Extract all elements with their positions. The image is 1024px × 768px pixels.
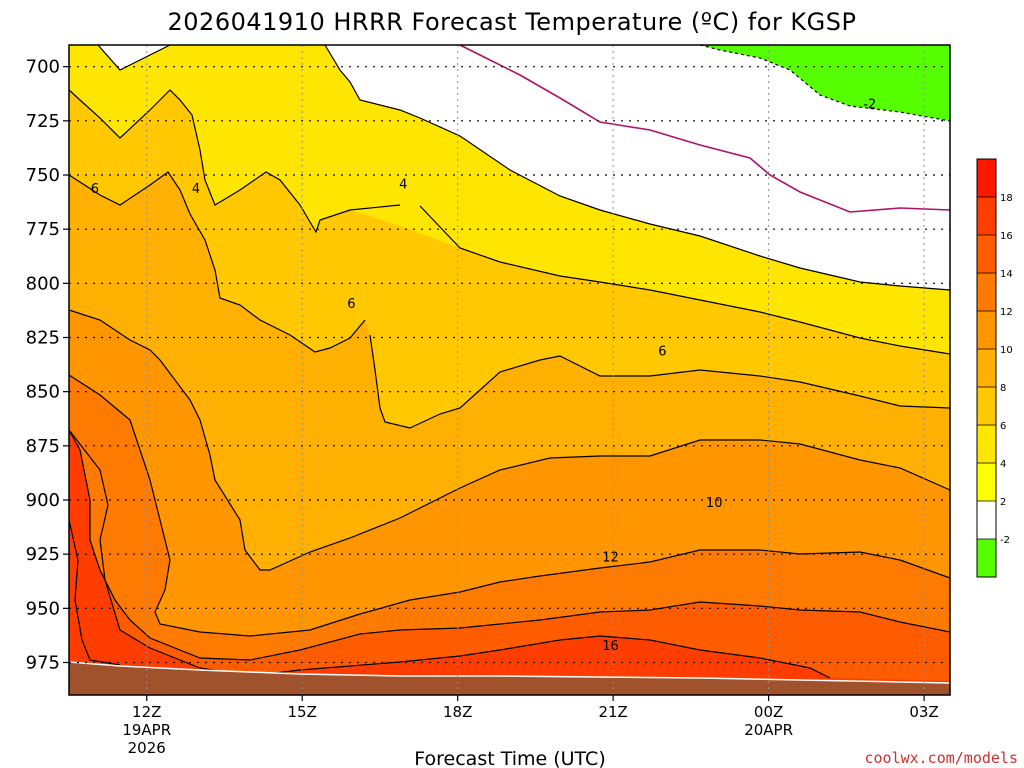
colorbar-label: 14 (1000, 269, 1013, 280)
contour-neg2 (699, 44, 951, 122)
contour-label: 6 (658, 345, 666, 360)
contour-4-right (419, 205, 951, 355)
contour-label: -2 (863, 98, 876, 113)
colorbar-segment (977, 273, 996, 311)
y-tick-label: 750 (26, 165, 60, 186)
y-tick-label: 925 (26, 544, 60, 565)
colorbar-segment (977, 197, 996, 235)
contour-4-left (68, 89, 401, 234)
x-tick-label: 12Z (132, 703, 161, 721)
plot-area: 6 4 4 6 6 10 12 16 -2 (68, 44, 951, 696)
colorbar-segment (977, 311, 996, 349)
temp-band-0-2 (98, 45, 170, 70)
x-tick-sublabel: 19APR (122, 721, 171, 739)
contour-lines (68, 44, 951, 679)
y-tick-label: 950 (26, 598, 60, 619)
x-tick-label: 15Z (288, 703, 317, 721)
colorbar-label: 6 (1000, 421, 1006, 432)
ground-terrain (69, 662, 950, 695)
contour-labels: 6 4 4 6 6 10 12 16 -2 (91, 98, 876, 655)
x-tick-sublabel: 2026 (128, 739, 166, 757)
contour-label: 6 (91, 182, 99, 197)
colorbar-label: 10 (1000, 345, 1013, 356)
colorbar-segment (977, 387, 996, 425)
colorbar-segment (977, 235, 996, 273)
temp-band-below-neg2 (700, 45, 950, 121)
y-tick-label: 975 (26, 653, 60, 674)
colorbar-label: 12 (1000, 307, 1013, 318)
contour-6-upper (68, 171, 366, 353)
colorbar-frame (976, 158, 997, 578)
x-tick-label: 00Z (754, 703, 783, 721)
colorbar-segment (977, 425, 996, 463)
colorbar-label: 2 (1000, 497, 1006, 508)
contour-16 (68, 519, 121, 666)
colorbar-legend: 18 16 14 12 10 8 6 4 2 -2 (976, 158, 1013, 578)
grid-lines (69, 45, 950, 695)
contour-10 (68, 374, 951, 637)
colorbar-label: 16 (1000, 231, 1013, 242)
chart-title: 2026041910 HRRR Forecast Temperature (ºC… (168, 8, 857, 36)
y-tick-label: 825 (26, 328, 60, 349)
y-tick-label: 800 (26, 273, 60, 294)
contour-14 (68, 429, 831, 679)
x-tick-label: 18Z (443, 703, 472, 721)
contour-8 (68, 309, 951, 571)
colorbar-label: 18 (1000, 193, 1013, 204)
colorbar-segment (977, 349, 996, 387)
y-tick-label: 875 (26, 436, 60, 457)
contour-2 (324, 44, 951, 291)
x-tick-label: 03Z (909, 703, 938, 721)
y-tick-label: 900 (26, 490, 60, 511)
credit-text: coolwx.com/models (864, 749, 1018, 767)
x-axis-label: Forecast Time (UTC) (414, 748, 605, 768)
colorbar-segment (977, 501, 996, 539)
contour-label: 4 (399, 178, 407, 193)
colorbar-label: -2 (1000, 535, 1010, 546)
colorbar-segment (977, 463, 996, 501)
contour-label: 16 (602, 639, 619, 654)
x-tick-sublabel: 20APR (744, 721, 793, 739)
x-tick-label: 21Z (598, 703, 627, 721)
y-tick-label: 700 (26, 57, 60, 78)
contour-2-top (97, 44, 171, 71)
plot-frame (68, 44, 951, 696)
colorbar-segment (977, 159, 996, 197)
contour-0 (459, 44, 951, 213)
y-axis: 700 725 750 775 800 825 850 875 900 925 950 975 (26, 57, 69, 674)
temp-band-0-2-upper (325, 45, 950, 290)
colorbar-segment (977, 539, 996, 577)
contour-label: 6 (347, 297, 355, 312)
contour-label: 10 (706, 496, 723, 511)
y-tick-label: 850 (26, 382, 60, 403)
contour-label: 12 (602, 550, 619, 565)
contour-12 (68, 429, 951, 661)
colorbar-label: 4 (1000, 459, 1006, 470)
colorbar-label: 8 (1000, 383, 1006, 394)
contour-label: 4 (192, 182, 200, 197)
ground-edge (68, 661, 951, 684)
y-tick-label: 775 (26, 219, 60, 240)
y-tick-label: 725 (26, 111, 60, 132)
contour-6-lower (369, 334, 951, 429)
